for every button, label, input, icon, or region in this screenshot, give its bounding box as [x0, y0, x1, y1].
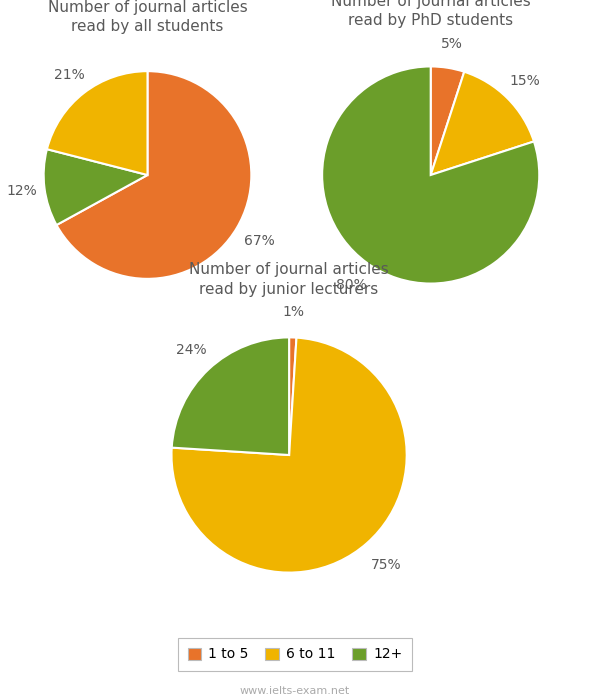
Wedge shape: [431, 66, 464, 175]
Wedge shape: [172, 337, 407, 573]
Text: 15%: 15%: [509, 74, 540, 88]
Text: 21%: 21%: [54, 68, 85, 82]
Wedge shape: [44, 149, 148, 225]
Text: 1%: 1%: [283, 304, 304, 318]
Title: Number of journal articles
read by PhD students: Number of journal articles read by PhD s…: [331, 0, 530, 29]
Wedge shape: [322, 66, 539, 284]
Text: www.ielts-exam.net: www.ielts-exam.net: [240, 687, 350, 696]
Text: 5%: 5%: [441, 37, 463, 51]
Title: Number of journal articles
read by all students: Number of journal articles read by all s…: [48, 0, 247, 34]
Wedge shape: [431, 72, 534, 175]
Wedge shape: [57, 71, 251, 279]
Wedge shape: [47, 71, 148, 175]
Text: 67%: 67%: [244, 234, 274, 248]
Wedge shape: [289, 337, 297, 455]
Legend: 1 to 5, 6 to 11, 12+: 1 to 5, 6 to 11, 12+: [178, 638, 412, 671]
Title: Number of journal articles
read by junior lecturers: Number of journal articles read by junio…: [189, 262, 389, 297]
Wedge shape: [172, 337, 289, 455]
Text: 12%: 12%: [6, 184, 37, 198]
Text: 75%: 75%: [371, 559, 402, 573]
Text: 80%: 80%: [336, 278, 366, 292]
Text: 24%: 24%: [176, 344, 206, 358]
